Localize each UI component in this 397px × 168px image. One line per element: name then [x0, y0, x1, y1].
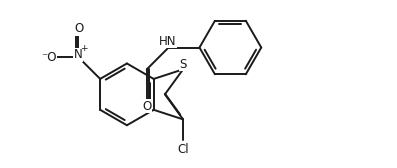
- Text: N: N: [74, 48, 83, 61]
- Text: ⁻O: ⁻O: [41, 51, 57, 64]
- Text: S: S: [179, 58, 187, 71]
- Text: +: +: [80, 44, 87, 53]
- Text: HN: HN: [159, 35, 176, 48]
- Text: O: O: [142, 100, 151, 113]
- Text: O: O: [74, 22, 83, 35]
- Text: Cl: Cl: [177, 143, 189, 156]
